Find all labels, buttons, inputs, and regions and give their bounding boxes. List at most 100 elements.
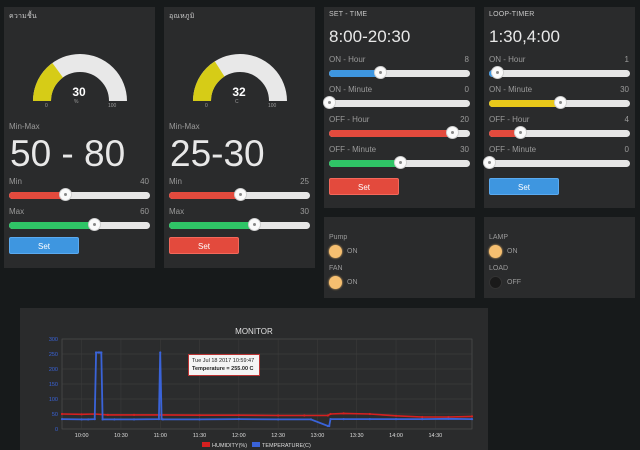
humidity-gauge-unit: % <box>74 99 79 105</box>
set-time-slider-1[interactable] <box>323 96 470 109</box>
chart-point-series-1[interactable] <box>80 418 83 421</box>
chart-point-series-0[interactable] <box>132 413 136 416</box>
chart-point-series-0[interactable] <box>80 413 83 416</box>
chart-point-series-0[interactable] <box>303 414 306 417</box>
loop-timer-slider-1-handle[interactable] <box>553 96 567 109</box>
chart-legend-swatch-0[interactable] <box>202 442 210 447</box>
chart-legend-label-0[interactable]: HUMIDITY(%) <box>212 443 247 449</box>
load-status-indicator <box>489 276 502 289</box>
chart-point-series-0[interactable] <box>342 412 345 415</box>
set-time-slider-3-value: 30 <box>460 145 469 154</box>
loop-timer-set-button[interactable]: Set <box>489 178 559 195</box>
chart-point-series-0[interactable] <box>470 415 474 418</box>
loop-timer-slider-0-handle[interactable] <box>491 66 505 79</box>
loop-timer-slider-1-label: ON - Minute <box>489 85 533 94</box>
chart-point-series-0[interactable] <box>394 414 398 417</box>
humidity-max-slider-handle[interactable] <box>87 218 101 231</box>
chart-point-series-1[interactable] <box>100 351 103 354</box>
monitor-chart[interactable]: MONITOR 0 50 100 150 200 250 300 10:00 10:30 11:… <box>20 308 488 450</box>
chart-point-series-0[interactable] <box>421 415 424 419</box>
chart-x-tick-label: 12:00 <box>232 433 246 439</box>
humidity-set-button[interactable]: Set <box>9 237 79 254</box>
loop-timer-slider-2[interactable] <box>489 126 630 139</box>
chart-point-series-1[interactable] <box>101 418 104 421</box>
chart-point-series-1[interactable] <box>198 418 201 421</box>
loop-timer-slider-0[interactable] <box>489 66 630 79</box>
chart-point-series-0[interactable] <box>198 414 201 417</box>
chart-point-series-1[interactable] <box>60 418 64 421</box>
chart-point-series-0[interactable] <box>329 412 332 416</box>
humidity-min-slider-handle[interactable] <box>59 188 73 201</box>
chart-point-series-1[interactable] <box>368 418 371 421</box>
set-time-slider-3[interactable] <box>329 156 470 169</box>
temperature-min-slider[interactable] <box>169 188 310 201</box>
chart-point-series-1[interactable] <box>161 418 164 421</box>
chart-point-series-0[interactable] <box>60 412 64 416</box>
set-time-slider-0-label: ON - Hour <box>329 55 366 64</box>
set-time-slider-2-handle[interactable] <box>445 126 459 139</box>
chart-point-series-1[interactable] <box>447 417 450 420</box>
lamp-status-text: ON <box>507 248 518 255</box>
chart-point-series-1[interactable] <box>132 418 136 421</box>
chart-y-tick-label: 50 <box>52 412 58 418</box>
chart-title: MONITOR <box>235 327 273 336</box>
chart-legend-label-1[interactable]: TEMPERATURE(C) <box>262 443 311 449</box>
chart-series-line-0[interactable] <box>61 412 473 418</box>
humidity-min-slider[interactable] <box>9 188 150 201</box>
chart-point-series-1[interactable] <box>87 418 90 421</box>
loop-timer-slider-3-label: OFF - Minute <box>489 145 537 154</box>
humidity-min-label: Min <box>9 177 22 186</box>
lamp-label: LAMP <box>489 234 509 241</box>
set-time-slider-3-handle[interactable] <box>393 156 407 169</box>
chart-point-series-1[interactable] <box>113 418 116 421</box>
chart-point-series-1[interactable] <box>421 418 424 421</box>
chart-point-series-0[interactable] <box>447 415 450 419</box>
temperature-max-slider-fill <box>169 222 254 229</box>
temperature-max-label: Max <box>169 207 185 216</box>
chart-point-series-1[interactable] <box>470 418 474 421</box>
chart-point-series-1[interactable] <box>277 418 280 421</box>
set-time-set-button[interactable]: Set <box>329 178 399 195</box>
chart-point-series-1[interactable] <box>309 418 312 421</box>
set-time-slider-0[interactable] <box>329 66 470 79</box>
set-time-slider-3-label: OFF - Minute <box>329 145 377 154</box>
load-status-text: OFF <box>507 279 521 286</box>
loop-timer-slider-3-value: 0 <box>624 145 629 154</box>
chart-point-series-1[interactable] <box>342 418 345 421</box>
chart-point-series-1[interactable] <box>93 418 96 421</box>
loop-timer-slider-0-value: 1 <box>624 55 629 64</box>
temperature-min-slider-handle[interactable] <box>233 188 247 201</box>
temperature-min-slider-fill <box>169 192 240 199</box>
pump-status-text: ON <box>347 248 358 255</box>
temperature-max-slider[interactable] <box>169 218 310 231</box>
chart-point-series-0[interactable] <box>326 414 330 417</box>
chart-x-tick-label: 14:30 <box>428 433 442 439</box>
set-time-slider-0-handle[interactable] <box>373 66 387 79</box>
chart-point-series-1[interactable] <box>329 418 332 421</box>
chart-point-series-0[interactable] <box>368 412 371 416</box>
chart-legend-swatch-1[interactable] <box>252 442 260 447</box>
loop-timer-slider-2-handle[interactable] <box>514 126 528 139</box>
set-time-slider-1-handle[interactable] <box>323 96 336 109</box>
chart-point-series-1[interactable] <box>94 351 98 354</box>
set-time-slider-3-fill <box>329 160 400 167</box>
loop-timer-slider-3-handle[interactable] <box>483 156 496 169</box>
chart-point-series-1[interactable] <box>159 351 162 354</box>
chart-tooltip: Tue Jul 18 2017 10:59:47 Temperature = 2… <box>188 354 260 376</box>
chart-point-series-1[interactable] <box>328 424 331 428</box>
chart-point-series-1[interactable] <box>394 418 398 421</box>
loop-timer-slider-1[interactable] <box>489 96 630 109</box>
temperature-max-slider-handle[interactable] <box>247 218 261 231</box>
humidity-max-value: 60 <box>140 207 149 216</box>
monitor-card: MONITOR 0 50 100 150 200 250 300 10:00 10:30 11:… <box>20 308 488 450</box>
set-time-slider-2[interactable] <box>329 126 470 139</box>
chart-point-series-0[interactable] <box>237 414 240 417</box>
humidity-max-slider[interactable] <box>9 218 150 231</box>
chart-point-series-1[interactable] <box>237 418 240 421</box>
chart-point-series-1[interactable] <box>157 418 161 421</box>
chart-point-series-0[interactable] <box>106 413 109 416</box>
chart-point-series-0[interactable] <box>277 414 280 417</box>
temperature-set-button[interactable]: Set <box>169 237 239 254</box>
loop-timer-slider-3[interactable] <box>483 156 630 169</box>
loop-timer-card: LOOP-TIMER 1:30,4:00 ON - Hour 1 ON - Mi… <box>483 7 635 208</box>
